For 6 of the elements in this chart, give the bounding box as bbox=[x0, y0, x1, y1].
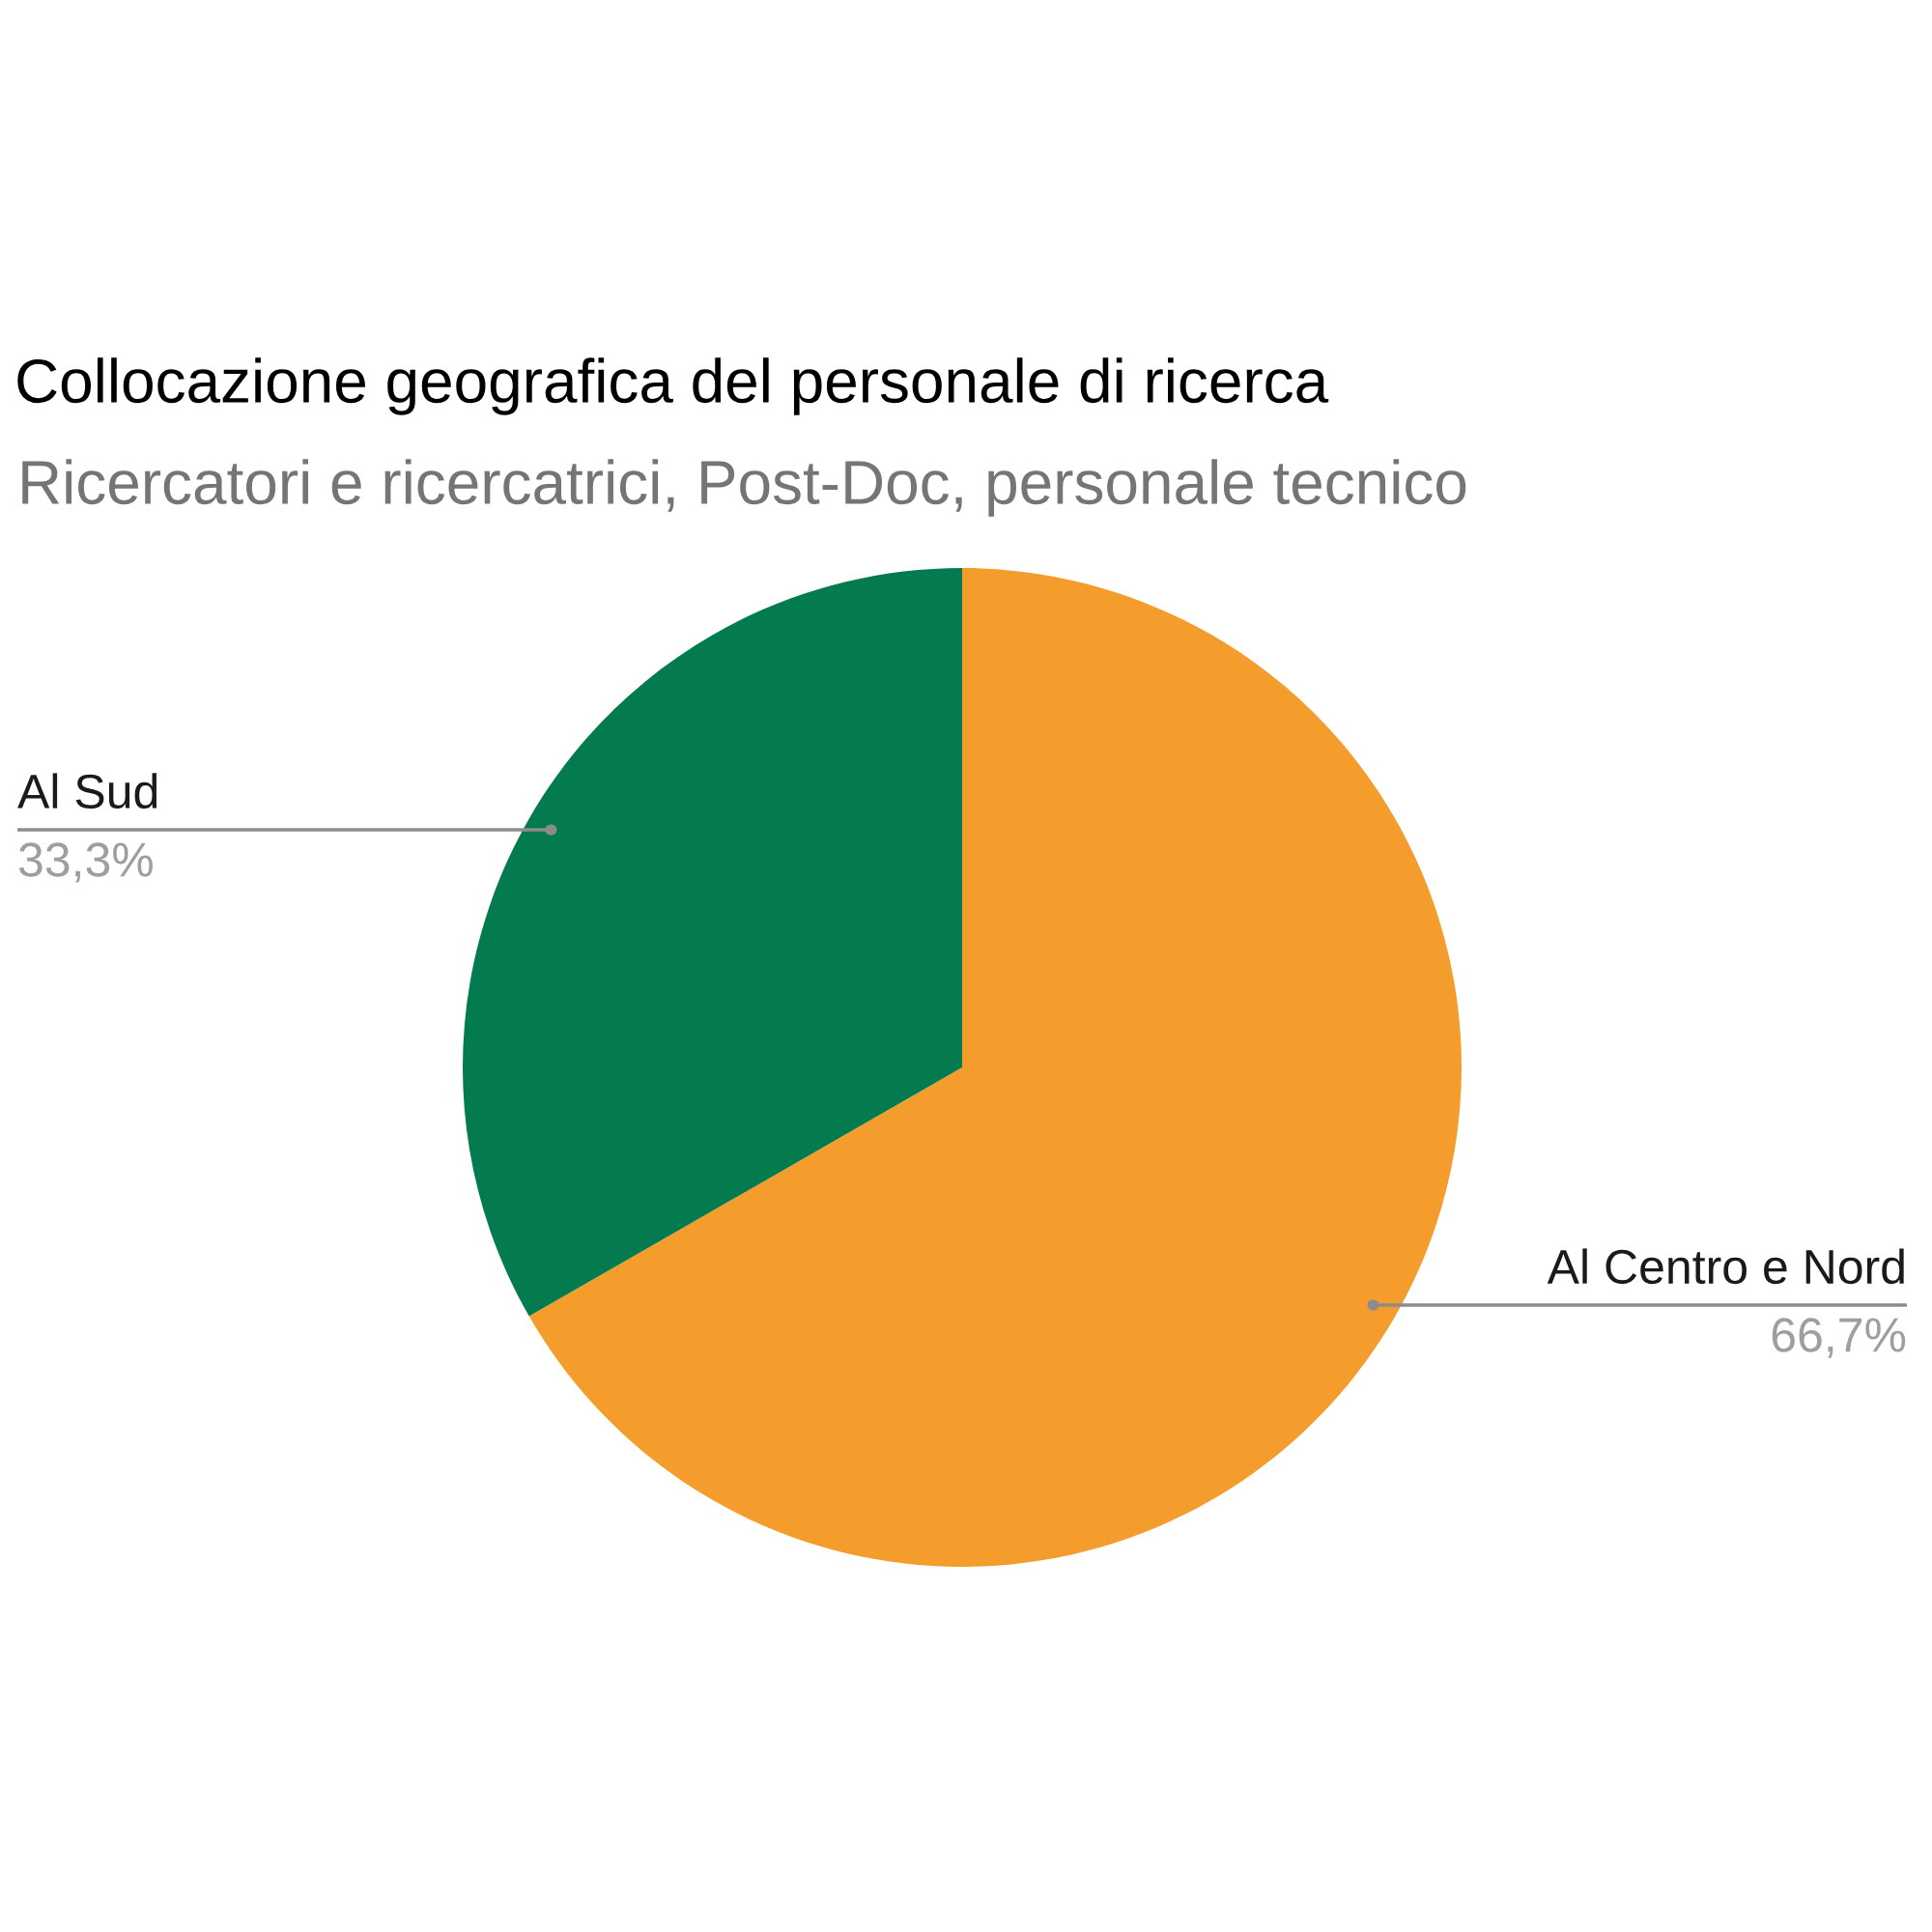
chart-subtitle: Ricercatori e ricercatrici, Post-Doc, personale tecnico bbox=[22, 459, 1466, 517]
data-label: 66,7% bbox=[1772, 1318, 1906, 1358]
data-label: 33,3% bbox=[18, 842, 153, 883]
slice-label: Al Sud bbox=[17, 773, 157, 810]
slice-label: Al Centro e Nord bbox=[1547, 1248, 1904, 1285]
chart-title: Collocazione geografica del personale di ricerca bbox=[17, 357, 1329, 415]
